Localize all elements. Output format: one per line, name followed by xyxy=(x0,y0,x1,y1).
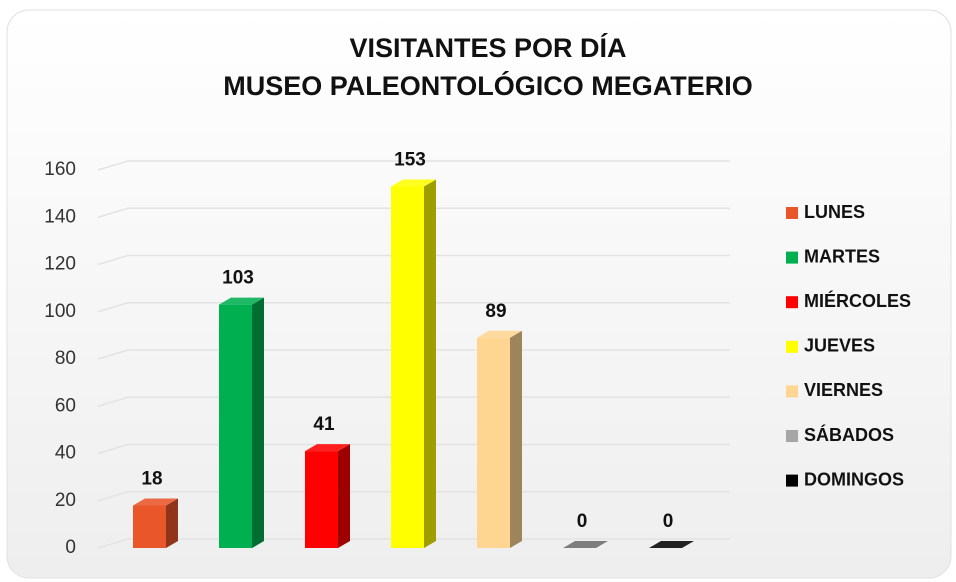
bar xyxy=(133,498,178,548)
bar-face xyxy=(563,541,608,548)
chart-subtitle: MUSEO PALEONTOLÓGICO MEGATERIO xyxy=(223,70,753,101)
bar-face xyxy=(252,297,264,548)
value-label: 0 xyxy=(577,511,588,532)
grid-line xyxy=(97,349,730,360)
bar-face xyxy=(133,505,166,548)
bar xyxy=(563,541,608,548)
bar-face xyxy=(133,498,178,506)
grid-line xyxy=(97,396,730,407)
legend-label: DOMINGOS xyxy=(804,469,904,489)
legend-label: SÁBADOS xyxy=(804,424,894,445)
value-label: 0 xyxy=(663,511,674,532)
bar-face xyxy=(649,541,694,548)
y-tick-label: 20 xyxy=(55,490,76,511)
y-tick-label: 0 xyxy=(65,537,76,558)
legend-swatch xyxy=(786,296,798,309)
grid-line xyxy=(97,254,730,266)
legend-swatch xyxy=(786,474,798,487)
bar-face xyxy=(477,337,510,548)
y-tick-label: 40 xyxy=(55,443,76,464)
bar-face xyxy=(219,304,252,548)
y-tick-label: 60 xyxy=(55,395,76,416)
legend-swatch xyxy=(786,385,798,398)
bar-face xyxy=(510,330,522,548)
legend-label: LUNES xyxy=(804,202,865,222)
bar xyxy=(391,179,436,548)
value-label: 18 xyxy=(141,468,162,489)
bar-face xyxy=(424,179,436,548)
grid-line xyxy=(97,160,730,171)
legend-label: MARTES xyxy=(804,246,880,266)
bar-face xyxy=(391,179,436,187)
legend-label: MIÉRCOLES xyxy=(804,290,911,311)
legend-swatch xyxy=(786,340,798,353)
legend-swatch xyxy=(786,251,798,264)
chart-title: VISITANTES POR DÍA xyxy=(349,32,626,63)
bar-face xyxy=(219,297,264,305)
y-tick-label: 100 xyxy=(44,301,76,322)
y-tick-label: 80 xyxy=(55,348,76,369)
y-tick-label: 140 xyxy=(44,206,76,227)
value-label: 103 xyxy=(222,268,254,289)
legend-label: VIERNES xyxy=(804,380,883,400)
value-label: 153 xyxy=(394,150,426,171)
bar xyxy=(477,330,522,548)
grid-line xyxy=(97,538,730,549)
bar-face xyxy=(166,498,178,548)
grid-line xyxy=(97,302,730,313)
value-label: 89 xyxy=(485,301,506,322)
bar xyxy=(649,541,694,548)
bar xyxy=(305,444,350,548)
legend-swatch xyxy=(786,430,798,442)
y-tick-label: 160 xyxy=(44,159,76,180)
bar-face xyxy=(305,451,338,548)
bar-face xyxy=(391,186,424,548)
legend-swatch xyxy=(786,207,798,219)
grid-line xyxy=(97,207,730,218)
bar-face xyxy=(305,444,350,452)
y-tick-label: 120 xyxy=(44,254,76,275)
grid-line xyxy=(97,443,730,455)
bar-face xyxy=(338,444,350,548)
bar xyxy=(219,297,264,548)
bar-face xyxy=(477,330,522,338)
value-label: 41 xyxy=(313,414,335,435)
grid-line xyxy=(97,491,730,502)
legend-label: JUEVES xyxy=(804,336,875,356)
